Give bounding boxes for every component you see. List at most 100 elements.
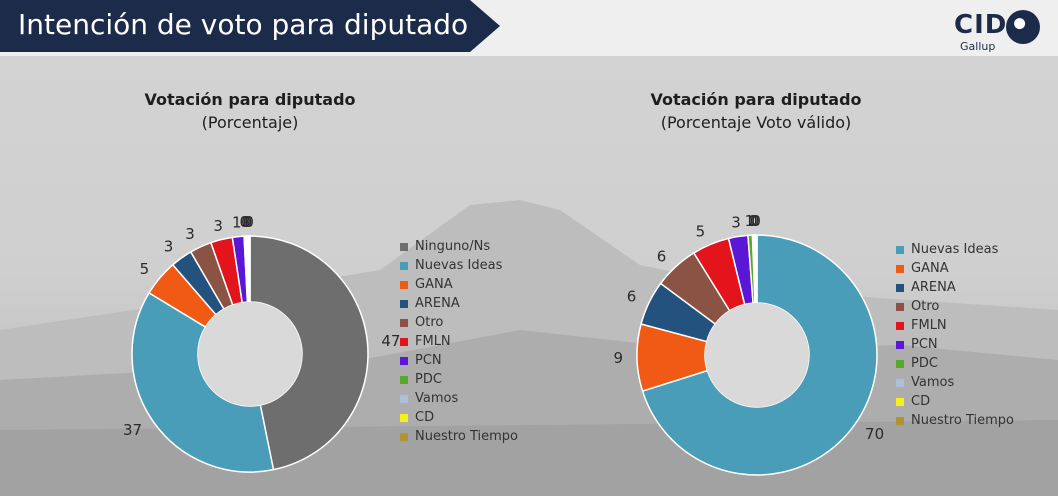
chart-2-data-label-pdc: 1 xyxy=(745,212,755,230)
chart-2-legend-swatch-vamos xyxy=(896,378,904,387)
chart-1-legend-item-arena: ARENA xyxy=(400,294,518,313)
chart-2-legend-swatch-cd xyxy=(896,397,904,406)
chart-1-legend-item-pdc: PDC xyxy=(400,370,518,389)
chart-2-title-text: Votación para diputado xyxy=(650,90,862,109)
chart-2-legend-swatch-pcn xyxy=(896,340,904,349)
chart-1-title: Votación para diputado (Porcentaje) xyxy=(130,90,370,132)
chart-1-legend-swatch-vamos xyxy=(400,394,408,403)
chart-2-data-label-vamos: 0 xyxy=(748,212,758,230)
chart-2-legend-item-pcn: PCN xyxy=(896,335,1014,354)
chart-2-legend-item-cd: CD xyxy=(896,392,1014,411)
chart-1-legend-swatch-nuestro-tiempo xyxy=(400,432,408,441)
logo-subtext: Gallup xyxy=(960,40,996,53)
chart-1-legend-label-fmln: FMLN xyxy=(415,334,451,349)
chart-2-legend-label-arena: ARENA xyxy=(911,280,956,295)
chart-1-legend-swatch-gana xyxy=(400,280,408,289)
chart-2-legend-item-otro: Otro xyxy=(896,297,1014,316)
chart-1-legend-item-pcn: PCN xyxy=(400,351,518,370)
chart-1-data-label-pdc: 0 xyxy=(239,213,249,231)
chart-1-legend-swatch-nuevas-ideas xyxy=(400,261,408,270)
cid-gallup-logo: CID Gallup xyxy=(950,8,1046,56)
chart-2-data-label-arena: 6 xyxy=(627,288,637,306)
chart-1-legend-item-gana: GANA xyxy=(400,275,518,294)
chart-2-legend-swatch-gana xyxy=(896,264,904,273)
chart-2-data-label-nuevas-ideas: 70 xyxy=(865,425,884,443)
chart-2-legend-label-gana: GANA xyxy=(911,261,949,276)
chart-1-title-text: Votación para diputado xyxy=(144,90,356,109)
chart-2-legend-label-vamos: Vamos xyxy=(911,375,955,390)
chart-1-legend-swatch-pcn xyxy=(400,356,408,365)
chart-2-legend-label-fmln: FMLN xyxy=(911,318,947,333)
chart-1-legend-label-nuestro-tiempo: Nuestro Tiempo xyxy=(415,429,518,444)
chart-1-legend-label-pdc: PDC xyxy=(415,372,442,387)
chart-1-legend-item-ninguno-ns: Ninguno/Ns xyxy=(400,237,518,256)
chart-1-legend-swatch-otro xyxy=(400,318,408,327)
chart-2-legend-item-gana: GANA xyxy=(896,259,1014,278)
chart-2-legend-swatch-otro xyxy=(896,302,904,311)
chart-1-data-label-arena: 3 xyxy=(164,238,174,256)
chart-1-data-label-gana: 5 xyxy=(140,260,150,278)
chart-1-legend-item-nuevas-ideas: Nuevas Ideas xyxy=(400,256,518,275)
chart-2-data-label-pcn: 3 xyxy=(731,214,741,232)
chart-2-legend-label-pcn: PCN xyxy=(911,337,938,352)
chart-2-legend-swatch-fmln xyxy=(896,321,904,330)
chart-1-data-label-cd: 0 xyxy=(243,213,253,231)
chart-2-legend-label-nuestro-tiempo: Nuestro Tiempo xyxy=(911,413,1014,428)
chart-1-data-label-otro: 3 xyxy=(185,225,195,243)
chart-2-legend-item-arena: ARENA xyxy=(896,278,1014,297)
chart-1-slice-nuestro-tiempo xyxy=(247,235,251,303)
chart-1-legend-item-vamos: Vamos xyxy=(400,389,518,408)
chart-2-data-label-gana: 9 xyxy=(613,349,623,367)
chart-1-data-label-fmln: 3 xyxy=(213,217,223,235)
chart-2-legend-item-nuestro-tiempo: Nuestro Tiempo xyxy=(896,411,1014,430)
chart-1-legend-swatch-arena xyxy=(400,299,408,308)
chart-1-data-label-nuestro-tiempo: 0 xyxy=(244,213,254,231)
chart-2-legend-item-vamos: Vamos xyxy=(896,373,1014,392)
chart-1-subtitle: (Porcentaje) xyxy=(201,113,299,132)
chart-1-legend-item-fmln: FMLN xyxy=(400,332,518,351)
chart-1-legend-swatch-fmln xyxy=(400,337,408,346)
chart-2-legend-swatch-pdc xyxy=(896,359,904,368)
chart-1-legend-label-otro: Otro xyxy=(415,315,444,330)
chart-1-legend: Ninguno/Ns Nuevas Ideas GANA ARENA Otro FMLN P… xyxy=(400,237,518,446)
chart-1-legend-label-ninguno-ns: Ninguno/Ns xyxy=(415,239,491,254)
chart-2-legend-label-cd: CD xyxy=(911,394,931,409)
globe-icon xyxy=(1006,10,1040,44)
chart-2-slice-nuestro-tiempo xyxy=(754,234,758,304)
chart-1-legend-label-cd: CD xyxy=(415,410,435,425)
chart-1-legend-item-cd: CD xyxy=(400,408,518,427)
chart-1-legend-label-nuevas-ideas: Nuevas Ideas xyxy=(415,258,503,273)
chart-2-subtitle: (Porcentaje Voto válido) xyxy=(660,113,852,132)
chart-2-data-label-otro: 6 xyxy=(657,247,667,265)
page-title: Intención de voto para diputado xyxy=(18,8,469,41)
chart-1-legend-swatch-cd xyxy=(400,413,408,422)
chart-2-donut-hole xyxy=(705,303,809,407)
chart-1-data-label-ninguno-ns: 47 xyxy=(381,332,400,350)
chart-1-legend-label-arena: ARENA xyxy=(415,296,460,311)
chart-2-data-label-cd: 0 xyxy=(750,212,760,230)
chart-1-donut-hole xyxy=(198,302,302,406)
chart-2-legend: Nuevas Ideas GANA ARENA Otro FMLN PCN PDC Vamos… xyxy=(896,240,1014,430)
chart-2-legend-swatch-nuestro-tiempo xyxy=(896,416,904,425)
chart-2-legend-item-nuevas-ideas: Nuevas Ideas xyxy=(896,240,1014,259)
chart-2-legend-swatch-arena xyxy=(896,283,904,292)
chart-1-data-label-vamos: 0 xyxy=(241,213,251,231)
chart-1-legend-label-pcn: PCN xyxy=(415,353,442,368)
chart-2-title: Votación para diputado (Porcentaje Voto … xyxy=(626,90,886,132)
chart-1-legend-swatch-pdc xyxy=(400,375,408,384)
chart-2-legend-label-pdc: PDC xyxy=(911,356,938,371)
chart-1-data-label-nuevas-ideas: 37 xyxy=(123,421,142,439)
chart-2-data-label-nuestro-tiempo: 0 xyxy=(751,212,761,230)
title-banner xyxy=(0,0,500,52)
chart-2-legend-label-nuevas-ideas: Nuevas Ideas xyxy=(911,242,999,257)
chart-1-legend-item-nuestro-tiempo: Nuestro Tiempo xyxy=(400,427,518,446)
chart-2-data-label-fmln: 5 xyxy=(696,222,706,240)
chart-1-data-label-pcn: 1 xyxy=(232,214,242,232)
chart-1-legend-label-gana: GANA xyxy=(415,277,453,292)
chart-2-legend-item-pdc: PDC xyxy=(896,354,1014,373)
chart-2-legend-item-fmln: FMLN xyxy=(896,316,1014,335)
chart-1-legend-item-otro: Otro xyxy=(400,313,518,332)
logo-text: CID xyxy=(954,10,1008,40)
chart-2-legend-label-otro: Otro xyxy=(911,299,940,314)
